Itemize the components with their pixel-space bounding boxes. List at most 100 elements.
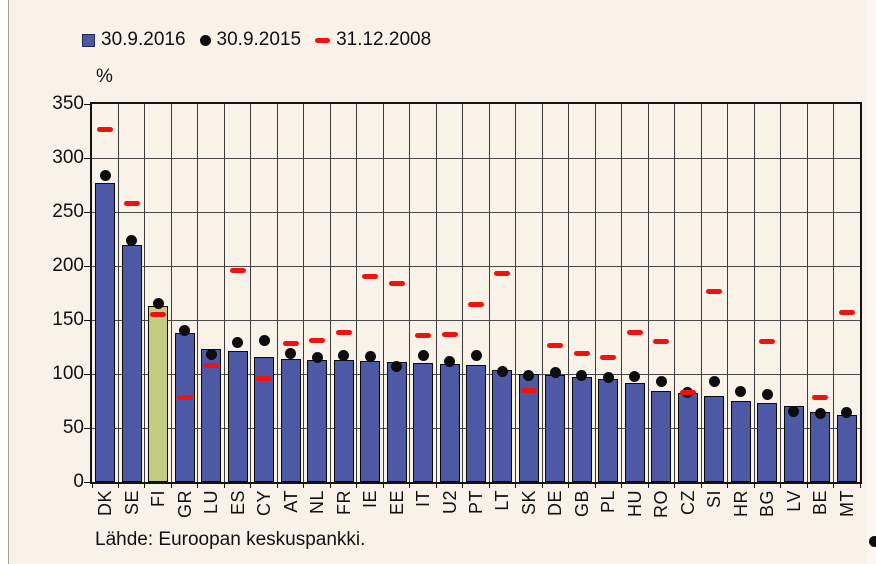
bar-PL (598, 379, 619, 482)
dash-BE (812, 395, 829, 401)
y-tick-mark (84, 211, 90, 213)
v-gridline (409, 104, 411, 482)
y-tick-label: 350 (52, 93, 84, 114)
dash-NL (309, 338, 326, 344)
point-HR (735, 385, 747, 397)
bar-IT (413, 363, 434, 482)
point-AT (285, 347, 297, 359)
v-gridline (753, 104, 755, 482)
y-axis-unit-label: % (96, 66, 113, 87)
x-label-GR: GR (174, 490, 195, 518)
x-tick-mark (329, 484, 331, 488)
v-gridline (647, 104, 649, 482)
bar-BE (810, 411, 831, 482)
point-SK (523, 369, 535, 381)
bar-U2 (439, 364, 460, 482)
bar-FI (148, 305, 169, 482)
v-gridline (806, 104, 808, 482)
dash-GB (573, 350, 590, 356)
x-tick-mark (753, 484, 755, 488)
y-tick-mark (84, 427, 90, 429)
y-tick-mark (84, 481, 90, 483)
y-tick-label: 250 (52, 201, 84, 222)
dash-EE (388, 280, 405, 286)
v-gridline (197, 104, 199, 482)
dash-LT (494, 271, 511, 277)
y-tick-mark (84, 265, 90, 267)
legend-item-2015: 30.9.2015 (199, 29, 301, 51)
dash-DK (97, 127, 114, 133)
plot-area (90, 102, 862, 484)
bar-NL (307, 359, 328, 482)
bar-LT (492, 369, 513, 482)
x-tick-mark (488, 484, 490, 488)
legend-item-2008: 31.12.2008 (315, 29, 431, 51)
x-tick-mark (806, 484, 808, 488)
v-gridline (541, 104, 543, 482)
dash-PL (600, 355, 617, 361)
x-label-BE: BE (810, 490, 831, 516)
x-label-HU: HU (624, 490, 645, 517)
y-axis-labels: 350 300 250 200 150 100 50 0 (0, 93, 84, 492)
bar-CZ (677, 393, 698, 482)
dash-icon (315, 37, 331, 43)
x-label-IT: IT (413, 490, 434, 507)
bar-MT (836, 415, 857, 482)
x-tick-mark (780, 484, 782, 488)
bar-DK (95, 182, 116, 482)
x-label-DE: DE (545, 490, 566, 517)
x-label-GB: GB (571, 490, 592, 518)
v-gridline (303, 104, 305, 482)
point-HU (629, 370, 641, 382)
h-gridline (92, 211, 860, 213)
x-tick-mark (91, 484, 93, 488)
x-tick-mark (250, 484, 252, 488)
h-gridline (92, 319, 860, 321)
point-IT (417, 350, 429, 362)
y-tick-mark (84, 373, 90, 375)
legend-item-2016: 30.9.2016 (82, 29, 186, 51)
x-tick-mark (356, 484, 358, 488)
point-GR (179, 325, 191, 337)
x-label-RO: RO (651, 490, 672, 518)
x-axis-labels: DK SE FI GR LU ES CY AT NL FR IE EE IT U2 PT LT SK DE GB PL… (92, 490, 860, 534)
x-label-PT: PT (466, 490, 486, 515)
y-tick-label: 200 (52, 255, 84, 276)
point-GB (576, 369, 588, 381)
x-tick-mark (833, 484, 835, 488)
point-LU (205, 349, 217, 361)
bar-IE (360, 361, 381, 482)
point-LT (496, 366, 508, 378)
h-gridline (92, 157, 860, 159)
x-tick-mark (303, 484, 305, 488)
y-tick-label: 300 (52, 147, 84, 168)
v-gridline (329, 104, 331, 482)
point-NL (311, 352, 323, 364)
x-tick-mark (700, 484, 702, 488)
x-label-HR: HR (730, 490, 751, 517)
x-label-IE: IE (360, 490, 381, 509)
x-tick-mark (223, 484, 225, 488)
v-gridline (700, 104, 702, 482)
right-margin-strip (867, 0, 876, 564)
point-IE (364, 351, 376, 363)
bar-SI (704, 395, 725, 482)
x-tick-mark (674, 484, 676, 488)
x-tick-mark (144, 484, 146, 488)
dash-SI (706, 289, 723, 295)
x-label-U2: U2 (439, 490, 460, 515)
point-EE (391, 360, 403, 372)
point-MT (841, 407, 853, 419)
y-tick-mark (84, 103, 90, 105)
bar-AT (280, 358, 301, 482)
point-PT (470, 350, 482, 362)
v-gridline (144, 104, 146, 482)
dash-SK (520, 387, 537, 393)
x-label-CY: CY (254, 490, 275, 517)
v-gridline (356, 104, 358, 482)
x-label-NL: NL (307, 490, 328, 515)
v-gridline (223, 104, 225, 482)
left-margin-strip (0, 0, 8, 564)
point-DE (549, 367, 561, 379)
x-tick-mark (170, 484, 172, 488)
